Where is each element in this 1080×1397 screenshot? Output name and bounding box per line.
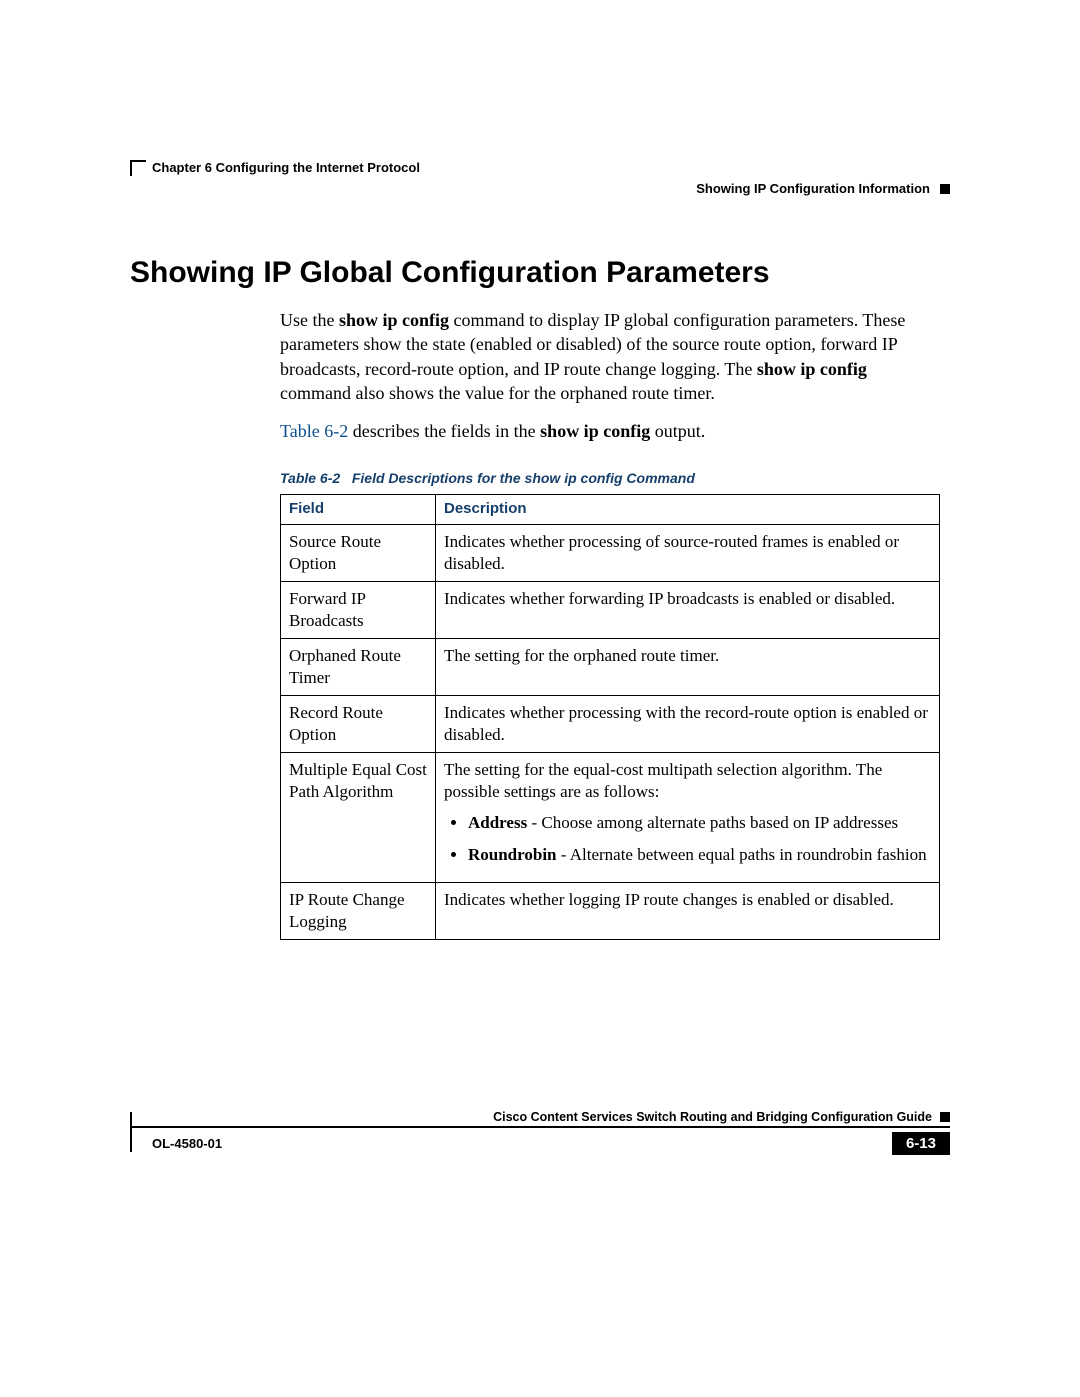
table-header-row: Field Description — [281, 495, 940, 524]
row5-list: Address - Choose among alternate paths b… — [444, 812, 931, 866]
page-title: Showing IP Global Configuration Paramete… — [130, 256, 950, 290]
cell-field: Forward IP Broadcasts — [281, 581, 436, 638]
table-ref-link[interactable]: Table 6-2 — [280, 421, 348, 441]
table-caption-label: Table 6-2 — [280, 470, 340, 486]
p2-cmd: show ip config — [540, 421, 650, 441]
table-row: Record Route Option Indicates whether pr… — [281, 696, 940, 753]
row5-intro: The setting for the equal-cost multipath… — [444, 759, 931, 803]
page-footer: Cisco Content Services Switch Routing an… — [130, 1110, 950, 1155]
p2-mid: describes the fields in the — [348, 421, 540, 441]
cell-desc: Indicates whether forwarding IP broadcas… — [436, 581, 940, 638]
cell-field: Source Route Option — [281, 524, 436, 581]
paragraph-1: Use the show ip config command to displa… — [280, 308, 940, 405]
table-caption: Table 6-2 Field Descriptions for the sho… — [280, 469, 940, 488]
footer-bottom-row: OL-4580-01 6-13 — [130, 1132, 950, 1155]
list-item: Address - Choose among alternate paths b… — [468, 812, 931, 834]
th-field: Field — [281, 495, 436, 524]
table-row: Source Route Option Indicates whether pr… — [281, 524, 940, 581]
b1-label: Address — [468, 813, 527, 832]
list-item: Roundrobin - Alternate between equal pat… — [468, 844, 931, 866]
cell-desc: Indicates whether processing of source-r… — [436, 524, 940, 581]
b2-label: Roundrobin — [468, 845, 557, 864]
footer-guide-title: Cisco Content Services Switch Routing an… — [493, 1110, 932, 1124]
page-number: 6-13 — [892, 1132, 950, 1155]
section-label: Showing IP Configuration Information — [696, 181, 930, 196]
footer-rule — [130, 1126, 950, 1128]
section-header-row: Showing IP Configuration Information — [130, 181, 950, 196]
cell-desc: The setting for the orphaned route timer… — [436, 639, 940, 696]
p1-pre: Use the — [280, 310, 339, 330]
running-header: Chapter 6 Configuring the Internet Proto… — [130, 160, 950, 175]
cell-desc: The setting for the equal-cost multipath… — [436, 753, 940, 882]
p2-post: output. — [650, 421, 705, 441]
table-row: Orphaned Route Timer The setting for the… — [281, 639, 940, 696]
table-row: Forward IP Broadcasts Indicates whether … — [281, 581, 940, 638]
p1-post: command also shows the value for the orp… — [280, 383, 715, 403]
header-square-icon — [940, 184, 950, 194]
doc-id: OL-4580-01 — [130, 1136, 222, 1151]
paragraph-2: Table 6-2 describes the fields in the sh… — [280, 419, 940, 443]
b2-rest: - Alternate between equal paths in round… — [557, 845, 927, 864]
chapter-label: Chapter 6 Configuring the Internet Proto… — [130, 160, 420, 175]
th-desc: Description — [436, 495, 940, 524]
footer-title-row: Cisco Content Services Switch Routing an… — [130, 1110, 950, 1124]
footer-square-icon — [940, 1112, 950, 1122]
field-description-table: Field Description Source Route Option In… — [280, 494, 940, 940]
cell-desc: Indicates whether logging IP route chang… — [436, 882, 940, 939]
cell-desc: Indicates whether processing with the re… — [436, 696, 940, 753]
cell-field: Record Route Option — [281, 696, 436, 753]
page-content: Chapter 6 Configuring the Internet Proto… — [130, 160, 950, 940]
table-row: Multiple Equal Cost Path Algorithm The s… — [281, 753, 940, 882]
p1-cmd1: show ip config — [339, 310, 449, 330]
body-text: Use the show ip config command to displa… — [280, 308, 940, 940]
table-row: IP Route Change Logging Indicates whethe… — [281, 882, 940, 939]
b1-rest: - Choose among alternate paths based on … — [527, 813, 898, 832]
cell-field: Orphaned Route Timer — [281, 639, 436, 696]
cell-field: IP Route Change Logging — [281, 882, 436, 939]
cell-field: Multiple Equal Cost Path Algorithm — [281, 753, 436, 882]
p1-cmd2: show ip config — [757, 359, 867, 379]
table-caption-text: Field Descriptions for the show ip confi… — [352, 470, 695, 486]
